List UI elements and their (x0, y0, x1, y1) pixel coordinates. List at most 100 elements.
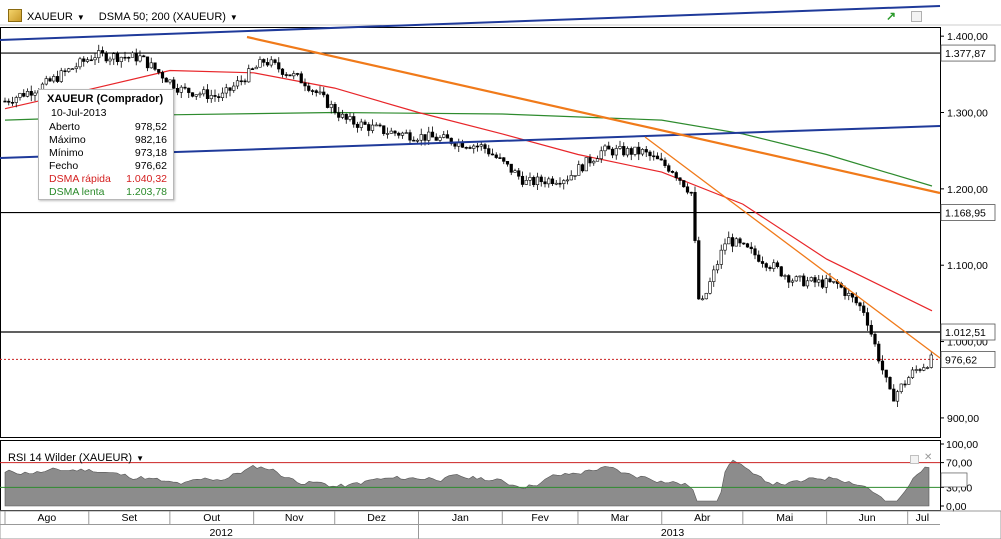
candle-body (415, 139, 420, 142)
chevron-down-icon[interactable]: ▼ (229, 13, 238, 22)
candle-body (670, 170, 675, 173)
candle-body (494, 154, 498, 158)
candle-body (247, 68, 251, 83)
candle-body (29, 91, 33, 96)
candle-body (333, 104, 337, 113)
chevron-down-icon[interactable]: ▼ (136, 454, 144, 463)
candle-body (7, 100, 11, 103)
candle-body (547, 178, 551, 185)
ohlc-info-box: XAUEUR (Comprador) 10-Jul-2013 Aberto 978… (38, 89, 174, 200)
candle-body (862, 305, 866, 313)
candle-body (172, 79, 176, 89)
candle-body (577, 164, 581, 176)
price-tick-label: 900,00 (947, 413, 979, 425)
month-label: Fev (531, 512, 549, 524)
price-marker-box (940, 351, 996, 368)
main-trendline (246, 35, 941, 195)
candle-body (93, 57, 97, 61)
candle-body (194, 94, 198, 97)
candle-body (63, 70, 67, 73)
candle-body (213, 95, 217, 97)
price-marker-box (940, 44, 996, 62)
candle-body (610, 148, 615, 156)
candle-body (513, 170, 517, 173)
rsi-tick-label: 70,00 (946, 458, 972, 470)
month-label: Mai (776, 512, 793, 524)
candle-body (397, 132, 401, 136)
pencil-icon[interactable] (8, 9, 22, 22)
candle-body (727, 237, 731, 245)
candle-body (742, 242, 746, 245)
candle-body (295, 73, 300, 75)
candle-body (55, 76, 60, 82)
channel-upper-line (0, 5, 941, 41)
candle-body (89, 59, 93, 62)
candle-body (764, 263, 768, 268)
candle-body (880, 360, 885, 371)
rsi-header: RSI 14 Wilder (XAUEUR) ▼ (8, 451, 144, 465)
candle-body (307, 85, 311, 91)
candle-body (472, 145, 476, 149)
candle-body (85, 59, 90, 62)
candle-body (217, 96, 221, 98)
candle-body (532, 177, 536, 186)
candle-body (475, 145, 480, 148)
candle-body (258, 59, 262, 68)
candle-body (922, 367, 926, 371)
close-icon[interactable]: ✕ (924, 452, 933, 463)
candle-body (355, 123, 360, 128)
candle-body (97, 50, 101, 59)
slow-ma-line (4, 111, 933, 187)
candle-body (22, 93, 26, 97)
candle-body (427, 131, 431, 141)
candle-body (539, 176, 543, 183)
candle-body (52, 76, 56, 82)
chevron-down-icon[interactable]: ▼ (76, 13, 85, 22)
candle-body (25, 91, 30, 97)
candle-body (629, 148, 633, 155)
candle-body (393, 130, 397, 134)
candle-body (175, 88, 180, 93)
restore-window-icon[interactable] (910, 455, 919, 464)
candle-body (910, 369, 915, 378)
candle-body (250, 68, 255, 70)
candle-body (318, 91, 322, 94)
candle-body (674, 172, 678, 179)
trend-icon[interactable]: ↗ (886, 9, 897, 23)
rsi-label[interactable]: RSI 14 Wilder (XAUEUR) (8, 452, 133, 464)
candle-body (877, 343, 881, 362)
candle-body (187, 87, 191, 93)
candle-body (667, 165, 671, 172)
candle-body (10, 101, 15, 104)
candle-body (412, 139, 416, 142)
candle-body (438, 137, 442, 141)
month-label: Nov (285, 512, 304, 524)
candle-body (858, 302, 862, 307)
candle-body (888, 376, 892, 390)
candle-body (179, 86, 183, 93)
candle-body (157, 69, 161, 73)
candle-body (299, 73, 303, 84)
candle-body (104, 52, 108, 62)
candle-body (760, 261, 765, 264)
price-marker-label: 1.168,95 (945, 208, 986, 220)
candle-body (374, 124, 378, 127)
candle-body (790, 280, 795, 283)
month-label: Out (203, 512, 220, 524)
candle-body (738, 238, 742, 244)
candle-body (704, 292, 708, 300)
indicator-label[interactable]: DSMA 50; 200 (XAUEUR) (98, 11, 226, 23)
candle-body (378, 124, 382, 127)
candle-body (700, 298, 705, 301)
symbol-label[interactable]: XAUEUR (27, 11, 73, 23)
candle-body (730, 237, 735, 247)
candle-body (592, 160, 596, 164)
candle-body (895, 391, 900, 402)
candle-body (832, 280, 836, 283)
restore-window-icon[interactable] (911, 11, 922, 22)
candle-body (899, 383, 903, 392)
candle-body (142, 55, 146, 58)
month-label: Ago (38, 512, 57, 524)
candle-body (108, 58, 112, 62)
